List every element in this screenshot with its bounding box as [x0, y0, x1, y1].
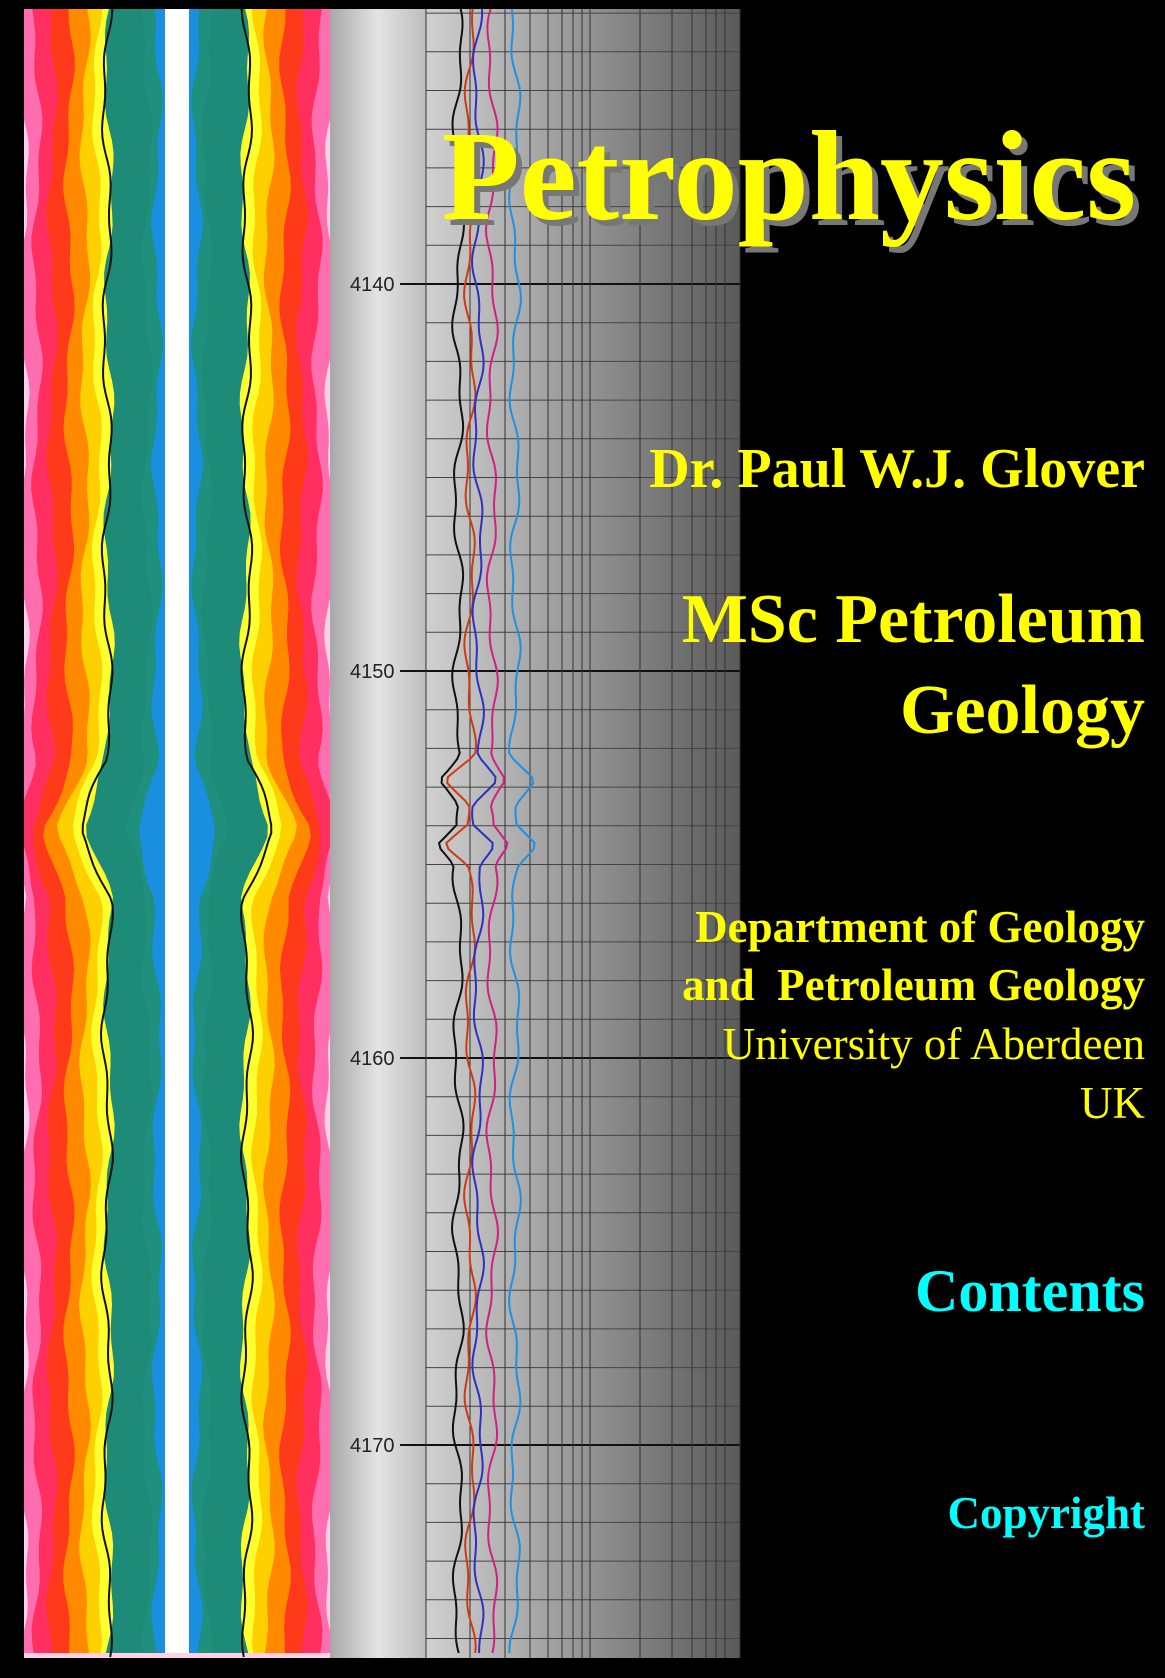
department-line: Department of Geology	[695, 902, 1145, 952]
strip-clip	[0, 0, 24, 1678]
log-curve	[445, 8, 477, 1654]
copyright-link[interactable]: Copyright	[947, 1488, 1145, 1538]
well-log-image	[0, 0, 741, 1678]
course-line: MSc Petroleum	[682, 581, 1145, 658]
contents-link[interactable]: Contents	[915, 1258, 1145, 1324]
log-curve	[484, 8, 509, 1654]
strip-curve	[240, 8, 273, 1658]
course-line: Geology	[900, 672, 1145, 749]
institution-line: UK	[1080, 1078, 1145, 1128]
depth-labels: 4140 4150 4160 4170	[350, 274, 395, 1457]
depth-label: 4140	[350, 274, 395, 296]
log-curve	[508, 8, 536, 1653]
author: Dr. Paul W.J. Glover	[649, 438, 1145, 500]
depth-label: 4150	[350, 661, 395, 683]
strip-curve	[81, 8, 114, 1658]
depth-label: 4170	[350, 1435, 395, 1457]
depth-track	[330, 9, 426, 1658]
title: Petrophysics	[442, 105, 1137, 247]
institution-line: University of Aberdeen	[723, 1019, 1145, 1069]
log-curve	[470, 8, 497, 1654]
depth-label: 4160	[350, 1048, 395, 1070]
title-shadow: Petrophysics	[448, 111, 1143, 253]
log-curve	[437, 8, 466, 1654]
department-line: and Petroleum Geology	[682, 960, 1145, 1010]
strip-band	[165, 9, 189, 1653]
